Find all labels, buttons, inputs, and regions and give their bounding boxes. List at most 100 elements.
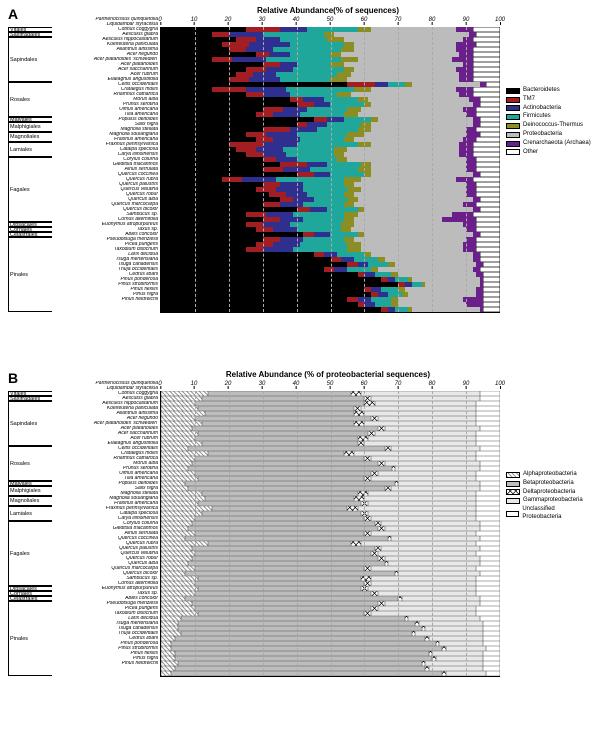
bar-segment (171, 671, 442, 676)
order-label: Fagales (10, 551, 30, 557)
axis-tick: 80 (429, 17, 436, 23)
bar-segment (395, 307, 409, 312)
legend-col-b: AlphaproteobacteriaBetaproteobacteriaDel… (500, 381, 592, 677)
legend-item: Bacteroidetes (506, 87, 591, 95)
axis-tick: 70 (395, 381, 402, 387)
order-label: Sapindales (10, 57, 37, 63)
gridline (195, 27, 196, 312)
axis-tick: 10 (191, 381, 198, 387)
bar-segment (412, 307, 480, 312)
axis-tick: 30 (259, 381, 266, 387)
gridline (195, 391, 196, 676)
order-label: Malphigiales (10, 488, 41, 494)
order-label: Magnoliales (10, 498, 39, 504)
axis-b: 0102030405060708090100 (160, 381, 500, 391)
legend-swatch (506, 472, 520, 478)
gridline (263, 391, 264, 676)
gridline (263, 27, 264, 312)
order-group: Magnoliales (8, 132, 52, 142)
axis-tick: 60 (361, 17, 368, 23)
axis-tick: 70 (395, 17, 402, 23)
bar-segment (381, 307, 388, 312)
gridline (432, 27, 433, 312)
legend-swatch (506, 481, 520, 487)
species-col-a: Parthenocissus quinquefoliaLiquidambar s… (54, 17, 160, 313)
legend-label: Deltaproteobacteria (523, 489, 575, 497)
bars-wrap-b: 0102030405060708090100 (160, 381, 500, 677)
chart-a-title: Relative Abundance(% of sequences) (158, 6, 498, 15)
legend-label: Other (523, 149, 538, 157)
order-group: Fagales (8, 157, 52, 222)
legend-item: Betaproteobacteria (506, 480, 592, 488)
axis-tick: 50 (327, 17, 334, 23)
legend-label: Unclassified Proteobacteria (522, 506, 592, 522)
axis-tick: 10 (191, 17, 198, 23)
order-group: Lamiales (8, 142, 52, 157)
legend-label: Proteobacteria (523, 131, 562, 139)
legend-item: Other (506, 149, 591, 157)
legend-a: BacteroidetesTM7ActinobacteriaFirmicutes… (506, 87, 591, 157)
legend-swatch (506, 97, 520, 103)
legend-item: Crenarchaeota (Archaea) (506, 140, 591, 148)
gridline (364, 391, 365, 676)
order-group: Pinales (8, 237, 52, 312)
legend-swatch (506, 489, 520, 495)
order-group: Lamiales (8, 506, 52, 521)
orders-col-b: VitalesSaxifragalesSapindalesRosalesMalv… (8, 381, 54, 677)
bars-wrap-a: 0102030405060708090100 (160, 17, 500, 313)
gridline (297, 391, 298, 676)
legend-label: Crenarchaeota (Archaea) (523, 140, 591, 148)
legend-swatch (506, 511, 519, 517)
species-label: Pinus heldreichii (54, 297, 158, 302)
chart-b-area: VitalesSaxifragalesSapindalesRosalesMalv… (8, 381, 592, 677)
legend-swatch (506, 114, 520, 120)
order-group: Malphigiales (8, 122, 52, 132)
gridline (398, 391, 399, 676)
axis-tick: 50 (327, 381, 334, 387)
gridline (466, 391, 467, 676)
legend-item: Deinococcus-Thermus (506, 122, 591, 130)
order-group: Malphigiales (8, 486, 52, 496)
gridline (229, 27, 230, 312)
gridline (432, 391, 433, 676)
legend-b: AlphaproteobacteriaBetaproteobacteriaDel… (506, 471, 592, 523)
legend-label: Betaproteobacteria (523, 480, 574, 488)
legend-swatch (506, 141, 520, 147)
order-label: Magnoliales (10, 134, 39, 140)
legend-label: Firmicutes (523, 113, 551, 121)
panel-a-label: A (8, 6, 18, 22)
legend-label: Deinococcus-Thermus (523, 122, 583, 130)
order-group: Fagales (8, 521, 52, 586)
order-group: Rosales (8, 82, 52, 117)
axis-tick: 40 (293, 17, 300, 23)
legend-swatch (506, 105, 520, 111)
legend-swatch (506, 132, 520, 138)
panel-a: A Relative Abundance(% of sequences) Vit… (8, 6, 592, 364)
axis-tick: 40 (293, 381, 300, 387)
order-label: Lamiales (10, 147, 32, 153)
legend-col-a: BacteroidetesTM7ActinobacteriaFirmicutes… (500, 17, 592, 313)
axis-tick: 20 (225, 381, 232, 387)
order-label: Sapindales (10, 421, 37, 427)
axis-tick: 0 (158, 17, 161, 23)
legend-swatch (506, 149, 520, 155)
order-label: Malphigiales (10, 124, 41, 130)
orders-col-a: VitalesSaxifragalesSapindalesRosalesMalv… (8, 17, 54, 313)
bar-segment (483, 307, 500, 312)
order-group: Rosales (8, 446, 52, 481)
gridline (398, 27, 399, 312)
gridline (331, 27, 332, 312)
order-group: Sapindales (8, 401, 52, 446)
species-col-b: Parthenocissus quinquefoliaLiquidambar s… (54, 381, 160, 677)
order-label: Fagales (10, 187, 30, 193)
species-label: Pinus heldreichii (54, 661, 158, 666)
legend-label: Alphaproteobacteria (523, 471, 577, 479)
axis-tick: 90 (463, 17, 470, 23)
gridline (466, 27, 467, 312)
panel-b-label: B (8, 370, 18, 386)
legend-item: Proteobacteria (506, 131, 591, 139)
legend-item: Firmicutes (506, 113, 591, 121)
legend-item: Alphaproteobacteria (506, 471, 592, 479)
legend-swatch (506, 498, 520, 504)
legend-item: Actinobacteria (506, 105, 591, 113)
